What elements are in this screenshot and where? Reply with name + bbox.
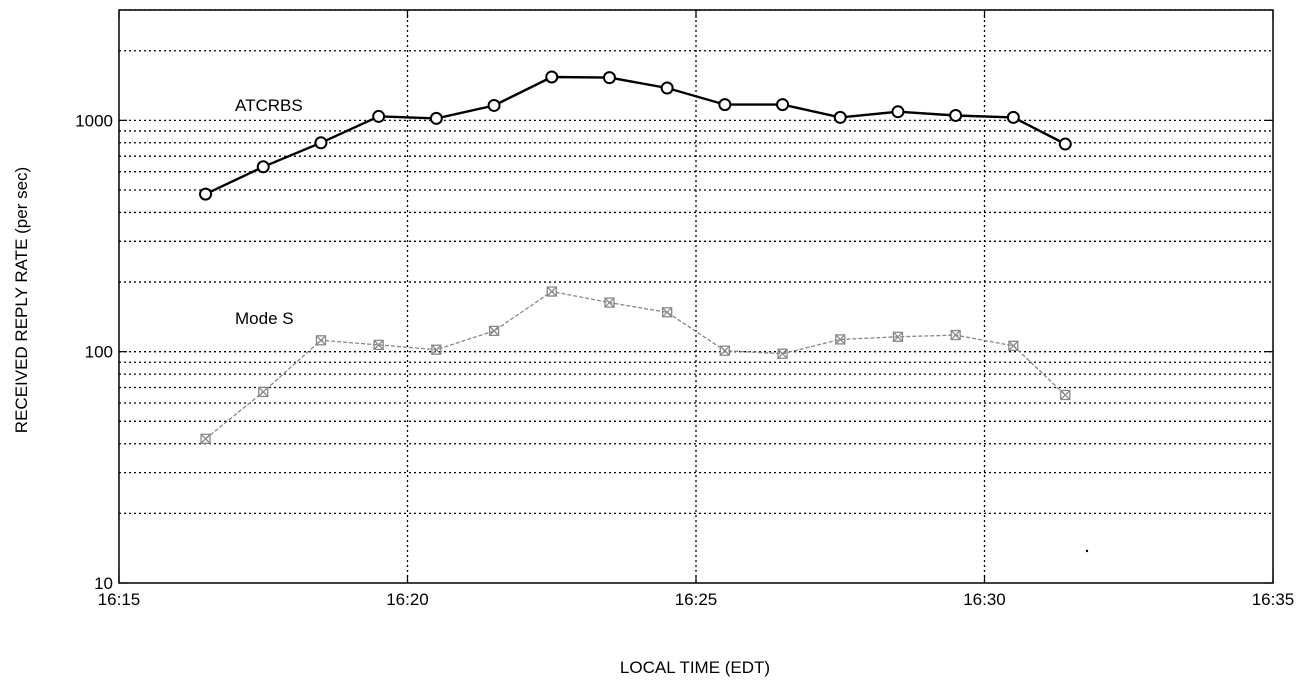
x-tick-label: 16:15: [98, 590, 141, 609]
series-layer: [199, 70, 1089, 553]
data-point-box: [1060, 389, 1071, 401]
x-tick-label: 16:20: [386, 590, 429, 609]
data-point-atcrbs: [1058, 137, 1072, 151]
data-point-cross: [604, 297, 615, 308]
y-tick-label: 10: [94, 574, 113, 593]
data-point-mode-s: [950, 329, 961, 341]
data-point-atcrbs: [487, 98, 501, 112]
data-point-cross: [315, 335, 326, 346]
data-point-mode-s: [488, 325, 500, 337]
data-point-mode-s: [719, 345, 730, 356]
data-point-cross: [1008, 340, 1019, 351]
data-point-cross: [1060, 389, 1071, 400]
data-point-cross: [719, 345, 730, 356]
x-tick-label: 16:25: [675, 590, 718, 609]
ticks-layer: 16:15 16:20 16:25 16:30 16:35 10 100 1000: [75, 10, 1294, 609]
x-axis-title: LOCAL TIME (EDT): [620, 658, 770, 677]
data-point-mode-s: [892, 331, 904, 342]
data-point-mode-s: [835, 334, 846, 345]
data-point-atcrbs: [949, 108, 963, 122]
data-point-mode-s: [315, 335, 327, 346]
data-point-cross: [489, 325, 500, 336]
data-point-mode-s: [200, 433, 211, 444]
data-point-mode-s: [373, 339, 384, 351]
data-point-atcrbs: [429, 111, 443, 125]
data-point-box: [1008, 340, 1019, 351]
data-point-cross: [950, 330, 961, 341]
x-tick-label: 16:30: [963, 590, 1006, 609]
data-point-cross: [546, 286, 557, 297]
series-line-atcrbs: [205, 75, 1066, 196]
data-point-atcrbs: [314, 136, 328, 150]
data-point-atcrbs: [891, 105, 905, 119]
data-point-cross: [431, 344, 442, 355]
y-tick-label: 100: [85, 343, 113, 362]
data-point-box: [777, 348, 788, 359]
data-point-box: [892, 331, 904, 342]
data-point-box: [488, 325, 500, 337]
data-point-cross: [777, 348, 788, 359]
data-point-cross: [373, 339, 384, 350]
data-point-atcrbs: [833, 110, 847, 124]
plot-frame: [118, 9, 1274, 584]
data-point-mode-s: [431, 344, 442, 355]
data-point-box: [258, 386, 269, 398]
data-point-atcrbs: [602, 71, 616, 85]
data-point-cross: [662, 307, 673, 318]
data-point-cross: [835, 334, 846, 345]
series-label-atcrbs: ATCRBS: [235, 96, 303, 115]
y-tick-label: 1000: [75, 111, 113, 130]
data-point-box: [200, 433, 211, 444]
stray-speck: [1085, 549, 1089, 553]
data-point-box: [662, 307, 673, 318]
y-axis-title: RECEIVED REPLY RATE (per sec): [12, 167, 31, 433]
data-point-atcrbs: [372, 109, 386, 123]
x-tick-label: 16:35: [1252, 590, 1295, 609]
data-point-cross: [258, 386, 269, 397]
data-point-cross: [200, 433, 211, 444]
data-point-box: [315, 335, 327, 346]
data-point-mode-s: [604, 297, 615, 308]
data-point-mode-s: [258, 386, 269, 398]
data-point-mode-s: [1060, 389, 1071, 401]
data-point-atcrbs: [199, 187, 213, 201]
data-point-mode-s: [777, 348, 788, 359]
data-point-box: [431, 344, 442, 355]
data-point-atcrbs: [660, 81, 674, 95]
data-point-atcrbs: [545, 70, 559, 84]
data-point-atcrbs: [718, 98, 732, 112]
series-label-mode-s: Mode S: [235, 309, 294, 328]
data-point-atcrbs: [776, 98, 790, 112]
data-point-mode-s: [662, 307, 673, 318]
data-point-atcrbs: [256, 160, 270, 174]
data-point-box: [373, 339, 384, 351]
data-point-box: [604, 297, 615, 308]
series-line-mode-s: [205, 290, 1066, 440]
data-point-mode-s: [546, 286, 557, 297]
data-point-atcrbs: [1006, 110, 1020, 124]
data-point-box: [835, 334, 846, 345]
data-point-cross: [892, 331, 903, 342]
data-point-box: [546, 286, 557, 297]
data-point-box: [950, 329, 961, 341]
data-point-mode-s: [1008, 340, 1019, 351]
data-point-box: [719, 345, 730, 356]
labels-layer: ATCRBS Mode S LOCAL TIME (EDT) RECEIVED …: [12, 96, 770, 677]
